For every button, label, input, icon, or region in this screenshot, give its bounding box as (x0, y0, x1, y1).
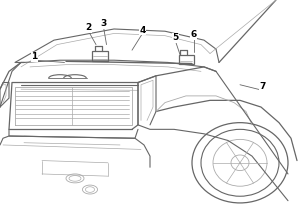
Text: 3: 3 (100, 19, 106, 28)
Text: 6: 6 (190, 30, 196, 39)
Bar (178, 55, 194, 64)
Text: 4: 4 (139, 26, 146, 35)
Text: 2: 2 (85, 23, 91, 32)
Text: 1: 1 (32, 52, 38, 61)
Text: 5: 5 (172, 33, 178, 42)
Text: 7: 7 (259, 83, 266, 91)
Bar (92, 51, 108, 61)
